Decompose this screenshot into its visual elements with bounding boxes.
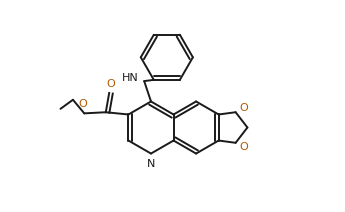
Text: O: O [106,79,115,89]
Text: O: O [240,142,248,152]
Text: O: O [240,103,248,113]
Text: O: O [79,99,88,109]
Text: HN: HN [122,73,139,83]
Text: N: N [147,159,155,169]
